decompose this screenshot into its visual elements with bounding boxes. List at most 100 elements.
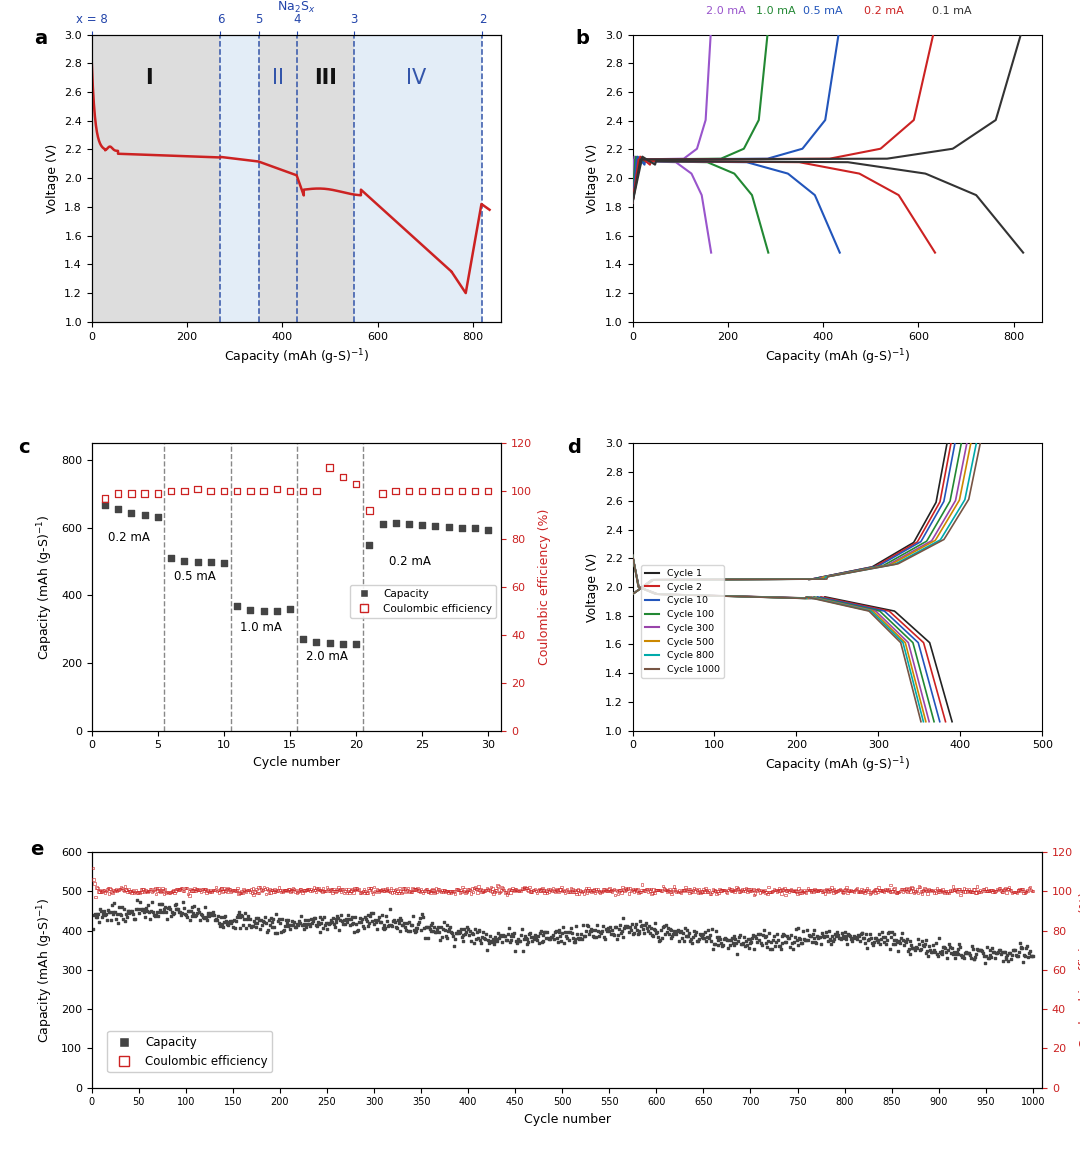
- Point: [325, 879, 342, 898]
- Point: [320, 879, 337, 898]
- Point: [554, 882, 571, 900]
- Point: [923, 881, 941, 899]
- Point: [440, 922, 457, 940]
- Point: [836, 923, 853, 942]
- Point: [745, 927, 762, 945]
- Point: [569, 881, 586, 899]
- Point: [322, 881, 339, 899]
- Point: [913, 931, 930, 950]
- Point: [494, 932, 511, 951]
- Point: [305, 913, 322, 931]
- Point: [284, 912, 301, 930]
- Point: [906, 882, 923, 900]
- Point: [496, 881, 513, 899]
- Point: [189, 904, 206, 922]
- Point: [1013, 879, 1030, 898]
- Point: [99, 901, 117, 920]
- Point: [643, 918, 660, 937]
- Point: [463, 923, 481, 942]
- Point: [811, 928, 828, 946]
- Point: [812, 935, 829, 953]
- Point: [502, 883, 519, 901]
- Point: [102, 902, 119, 921]
- Point: [249, 878, 267, 897]
- Point: [296, 882, 313, 900]
- Point: [890, 883, 907, 901]
- Point: [499, 884, 516, 902]
- Point: [575, 915, 592, 933]
- Point: [543, 928, 561, 946]
- Point: [440, 518, 457, 536]
- Point: [649, 881, 666, 899]
- Point: [947, 945, 964, 963]
- Point: [577, 881, 594, 899]
- Point: [728, 935, 745, 953]
- Point: [173, 879, 190, 898]
- Point: [823, 878, 840, 897]
- Point: [471, 881, 488, 899]
- Point: [651, 931, 669, 950]
- Point: [753, 883, 770, 901]
- Point: [86, 905, 104, 923]
- Point: [923, 943, 941, 961]
- Point: [349, 922, 366, 940]
- Point: [248, 884, 266, 902]
- Point: [598, 882, 616, 900]
- Point: [499, 925, 516, 944]
- Point: [686, 927, 703, 945]
- Point: [399, 914, 416, 932]
- Point: [623, 881, 640, 899]
- Point: [659, 881, 676, 899]
- Point: [688, 881, 705, 899]
- Point: [490, 929, 508, 947]
- Point: [726, 927, 743, 945]
- Point: [698, 931, 715, 950]
- Point: [167, 895, 185, 914]
- Point: [321, 914, 338, 932]
- Point: [443, 884, 460, 902]
- Point: [373, 906, 390, 924]
- Point: [832, 929, 849, 947]
- Point: [738, 936, 755, 954]
- Y-axis label: Voltage (V): Voltage (V): [586, 552, 599, 622]
- Point: [93, 901, 110, 920]
- Point: [459, 917, 476, 936]
- Point: [591, 883, 608, 901]
- Point: [307, 883, 324, 901]
- Point: [255, 602, 272, 620]
- Point: [321, 882, 338, 900]
- Point: [839, 884, 856, 902]
- Point: [690, 930, 707, 948]
- Point: [435, 913, 453, 931]
- Point: [401, 482, 418, 501]
- Point: [728, 878, 745, 897]
- Point: [193, 906, 211, 924]
- Point: [944, 945, 961, 963]
- Point: [948, 943, 966, 961]
- Point: [942, 882, 959, 900]
- Point: [322, 912, 339, 930]
- Point: [543, 882, 561, 900]
- Point: [109, 500, 126, 518]
- Point: [772, 940, 789, 959]
- Point: [138, 899, 156, 917]
- Point: [377, 881, 394, 899]
- Point: [387, 881, 404, 899]
- Point: [140, 882, 158, 900]
- Point: [786, 882, 804, 900]
- Point: [150, 894, 167, 913]
- Point: [694, 929, 712, 947]
- Point: [204, 881, 221, 899]
- Point: [995, 943, 1012, 961]
- Point: [468, 923, 485, 942]
- Point: [745, 885, 762, 904]
- Point: [416, 882, 433, 900]
- Point: [933, 945, 950, 963]
- Point: [504, 881, 522, 899]
- Point: [379, 917, 396, 936]
- Point: [95, 881, 112, 899]
- Point: [544, 925, 562, 944]
- Point: [602, 917, 619, 936]
- Point: [879, 924, 896, 943]
- Point: [225, 881, 242, 899]
